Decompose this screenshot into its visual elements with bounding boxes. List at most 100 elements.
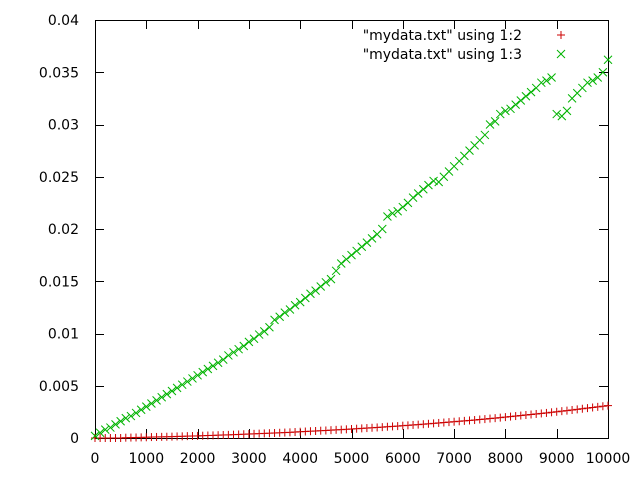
- data-point: [229, 347, 238, 357]
- plot-frame: [95, 20, 609, 439]
- x-tick-label: 7000: [436, 451, 472, 467]
- data-point: [552, 109, 562, 119]
- data-point: [106, 423, 115, 432]
- data-point: [516, 411, 525, 420]
- y-tick-label: 0.005: [39, 379, 79, 395]
- x-tick-label: 4000: [282, 451, 318, 467]
- data-point: [188, 374, 197, 383]
- data-point: [495, 109, 505, 119]
- y-tick-label: 0.015: [39, 274, 79, 290]
- data-point: [249, 334, 259, 344]
- data-point: [377, 224, 387, 234]
- data-point: [198, 367, 208, 377]
- data-point: [136, 405, 146, 415]
- data-point: [418, 184, 428, 194]
- data-point: [413, 189, 423, 198]
- data-point: [501, 106, 510, 116]
- x-tick-label: 0: [91, 451, 100, 467]
- series-2: [90, 55, 613, 441]
- data-point: [573, 405, 582, 414]
- data-point: [182, 377, 192, 386]
- data-point: [265, 322, 274, 332]
- data-point: [280, 308, 290, 317]
- x-tick-label: 10000: [586, 451, 631, 467]
- data-point: [270, 315, 279, 325]
- data-point: [342, 254, 351, 264]
- data-point: [362, 238, 372, 247]
- data-point: [352, 246, 361, 256]
- data-point: [537, 409, 546, 418]
- data-point: [521, 411, 530, 420]
- data-point: [224, 351, 233, 360]
- data-point: [259, 327, 269, 336]
- data-point: [532, 409, 541, 418]
- y-tick-label: 0.01: [48, 327, 79, 343]
- data-point: [157, 392, 167, 402]
- data-point: [424, 180, 433, 190]
- data-point: [116, 416, 126, 426]
- data-point: [100, 425, 110, 434]
- data-point: [316, 282, 326, 291]
- data-point: [547, 408, 556, 417]
- data-point: [485, 120, 495, 129]
- data-point: [480, 130, 490, 140]
- data-point: [285, 305, 295, 314]
- data-point: [147, 399, 156, 408]
- data-point: [542, 408, 551, 417]
- data-point: [588, 403, 597, 412]
- data-point: [383, 212, 392, 221]
- data-point: [562, 106, 572, 116]
- data-point: [357, 242, 367, 252]
- data-point: [547, 73, 556, 82]
- data-point: [162, 389, 172, 399]
- data-point: [218, 355, 228, 364]
- data-point: [172, 383, 182, 393]
- legend-symbol-plus: [557, 31, 565, 39]
- data-point: [290, 300, 300, 310]
- data-point: [603, 55, 613, 65]
- data-point: [521, 91, 531, 101]
- series-1: [91, 401, 612, 442]
- data-point: [511, 412, 520, 421]
- x-tick-label: 5000: [334, 451, 370, 467]
- data-point: [604, 401, 612, 410]
- data-point: [501, 413, 510, 422]
- y-tick-label: 0.025: [39, 170, 79, 186]
- data-point: [126, 411, 136, 421]
- data-point: [496, 413, 505, 422]
- data-point: [95, 428, 105, 438]
- data-point: [331, 266, 341, 276]
- y-tick-label: 0: [70, 431, 79, 447]
- y-tick-label: 0.02: [48, 222, 79, 238]
- data-point: [429, 176, 438, 186]
- y-tick-label: 0.03: [48, 118, 79, 134]
- data-point: [398, 202, 408, 212]
- data-point: [177, 380, 187, 390]
- data-point: [393, 206, 403, 216]
- data-point: [336, 259, 346, 268]
- data-point: [506, 104, 515, 114]
- data-point: [490, 117, 500, 126]
- x-tick-label: 6000: [385, 451, 421, 467]
- data-point: [213, 358, 223, 368]
- data-point: [311, 286, 320, 296]
- data-point: [470, 416, 479, 425]
- legend-marker-series-2: [556, 49, 566, 59]
- ticks: 0 1000 2000 3000 4000 5000 6000 7000 8000 9000 100…: [39, 13, 630, 467]
- data-point: [295, 297, 305, 307]
- x-tick-label: 8000: [488, 451, 524, 467]
- data-point: [141, 402, 151, 412]
- legend-label-series-1: "mydata.txt" using 1:2: [363, 28, 522, 44]
- x-tick-label: 1000: [128, 451, 164, 467]
- data-point: [578, 404, 587, 413]
- data-point: [326, 274, 336, 284]
- data-point: [131, 408, 141, 418]
- data-point: [388, 208, 397, 218]
- y-tick-label: 0.04: [48, 13, 79, 29]
- data-point: [506, 412, 515, 421]
- x-tick-label: 2000: [180, 451, 216, 467]
- data-point: [254, 330, 264, 339]
- series-layer: [90, 55, 613, 442]
- data-point: [239, 341, 249, 351]
